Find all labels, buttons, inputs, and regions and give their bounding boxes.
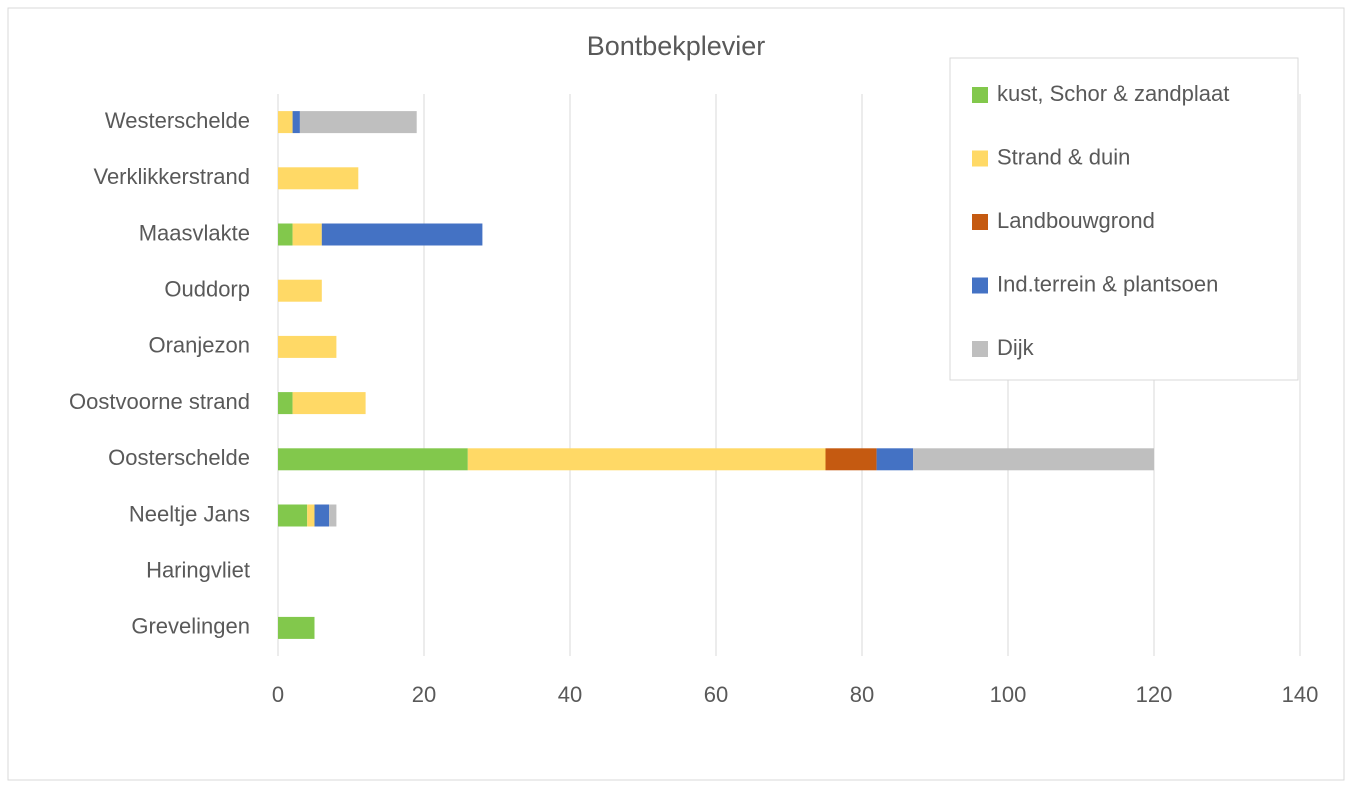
- bar-segment: [278, 335, 337, 358]
- legend-swatch: [972, 277, 988, 294]
- legend: kust, Schor & zandplaat Strand & duin Land…: [949, 57, 1299, 381]
- bar-segment: [307, 504, 315, 527]
- y-tick-label: Oostvoorne strand: [69, 389, 250, 414]
- x-tick-label: 140: [1282, 682, 1319, 707]
- bar-segment: [278, 111, 293, 134]
- y-tick-label: Oosterschelde: [108, 445, 250, 470]
- legend-swatch: [972, 341, 988, 357]
- legend-label: Landbouwgrond: [997, 208, 1155, 233]
- legend-swatch: [972, 150, 988, 167]
- legend-label: kust, Schor & zandplaat: [997, 81, 1229, 106]
- y-tick-label: Oranjezon: [148, 333, 250, 358]
- y-tick-label: Ouddorp: [164, 277, 250, 302]
- bar-segment: [292, 392, 366, 415]
- bar-segment: [314, 504, 330, 527]
- legend-label: Ind.terrein & plantsoen: [997, 271, 1218, 296]
- x-tick-label: 0: [272, 682, 284, 707]
- legend-box: [949, 57, 1299, 381]
- bar-segment: [278, 167, 359, 190]
- y-tick-label: Haringvliet: [146, 558, 250, 583]
- bar-segment: [278, 223, 293, 246]
- y-tick-label: Verklikkerstrand: [93, 164, 250, 189]
- bar-segment: [278, 279, 322, 302]
- legend-swatch: [972, 87, 988, 103]
- y-tick-label: Maasvlakte: [139, 220, 250, 245]
- y-tick-label: Grevelingen: [131, 614, 250, 639]
- y-tick-label: Neeltje Jans: [129, 501, 250, 526]
- x-tick-label: 100: [990, 682, 1027, 707]
- bar-segment: [825, 448, 877, 471]
- x-tick-label: 60: [704, 682, 728, 707]
- bar-segment: [913, 448, 1154, 471]
- x-tick-label: 20: [412, 682, 436, 707]
- bar-segment: [876, 448, 914, 471]
- x-tick-label: 40: [558, 682, 582, 707]
- bar-segment: [278, 504, 308, 527]
- legend-label: Strand & duin: [997, 144, 1130, 169]
- x-tick-label: 80: [850, 682, 874, 707]
- bar-segment: [292, 223, 322, 246]
- bar-segment: [467, 448, 826, 471]
- bar-segment: [278, 448, 468, 471]
- bar-segment: [278, 392, 293, 415]
- bar-segment: [299, 111, 417, 134]
- y-tick-label: Westerschelde: [105, 108, 250, 133]
- legend-label: Dijk: [997, 335, 1035, 360]
- bar-segment: [321, 223, 483, 246]
- legend-swatch: [972, 214, 988, 230]
- chart-title: Bontbekplevier: [587, 31, 766, 61]
- bar-segment: [329, 504, 337, 527]
- x-tick-label: 120: [1136, 682, 1173, 707]
- bar-segment: [292, 111, 300, 134]
- bar-segment: [278, 616, 315, 639]
